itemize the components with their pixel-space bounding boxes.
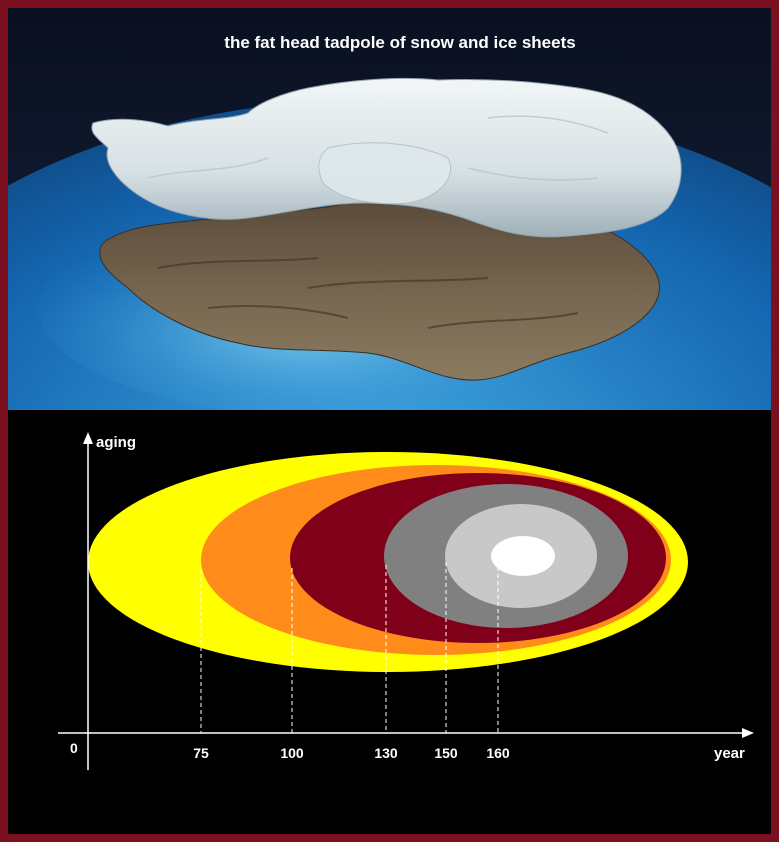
tick-label-150: 150	[434, 745, 458, 761]
y-axis-arrow	[83, 432, 93, 444]
aging-diagram: aging year 0 75 100 130 150 160	[8, 410, 771, 834]
origin-label: 0	[70, 740, 78, 756]
ice-shelf	[318, 142, 452, 205]
x-axis-arrow	[742, 728, 754, 738]
x-axis-label: year	[714, 745, 745, 762]
photo-title: the fat head tadpole of snow and ice she…	[224, 33, 575, 52]
tick-label-100: 100	[280, 745, 304, 761]
tick-label-160: 160	[486, 745, 510, 761]
bedrock-continent	[99, 197, 660, 381]
y-axis-label: aging	[96, 434, 136, 451]
aging-diagram-svg: aging year 0 75 100 130 150 160	[58, 432, 754, 770]
antarctica-illustration: the fat head tadpole of snow and ice she…	[8, 8, 771, 410]
tick-label-130: 130	[374, 745, 398, 761]
layer-white	[491, 536, 555, 576]
antarctica-illustration-svg: the fat head tadpole of snow and ice she…	[8, 8, 771, 410]
drop-lines	[200, 560, 499, 733]
tick-label-75: 75	[193, 745, 209, 761]
